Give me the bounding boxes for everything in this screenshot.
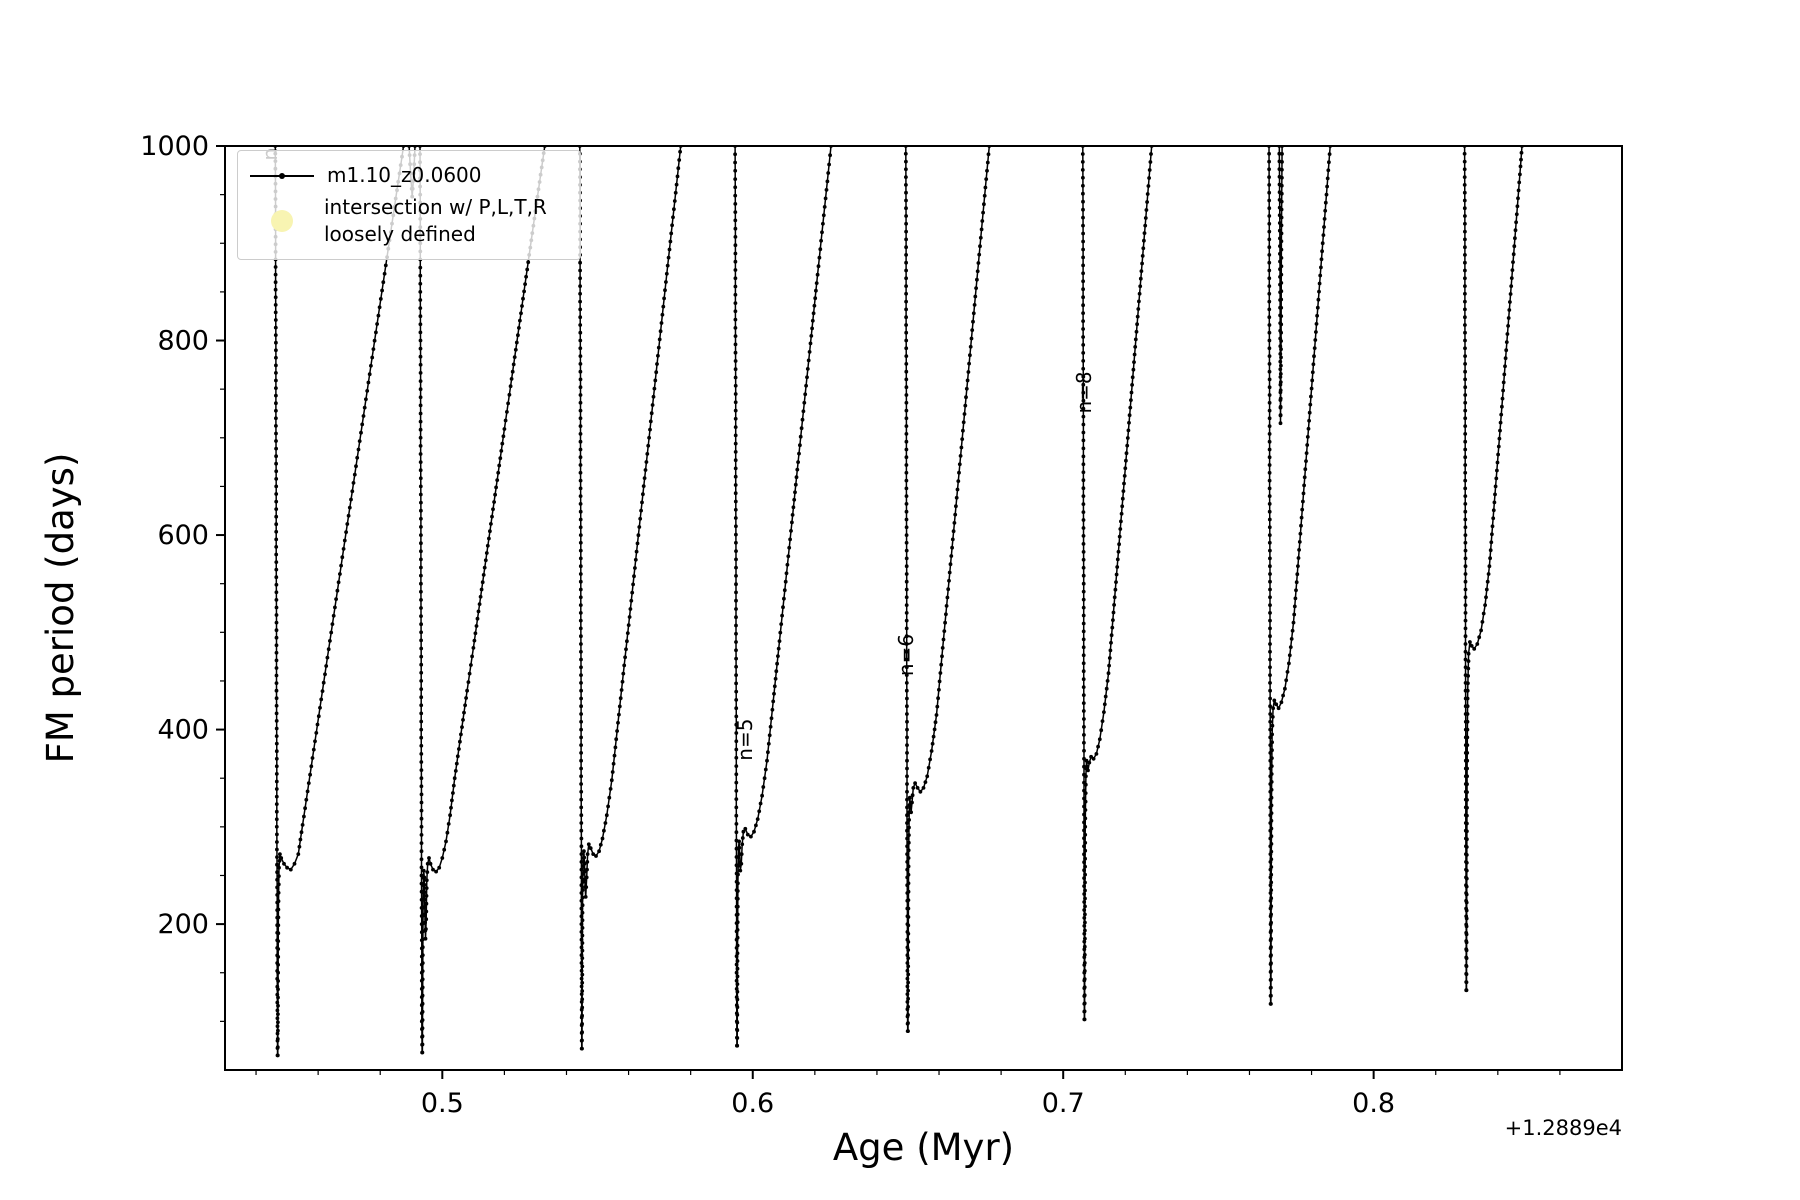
x-axis-offset-label: +1.2889e4	[1504, 1116, 1622, 1140]
svg-text:600: 600	[157, 520, 209, 551]
svg-text:0.8: 0.8	[1352, 1088, 1395, 1119]
svg-text:n=8: n=8	[1072, 371, 1096, 413]
legend-intersection-label-line1: intersection w/ P,L,T,R	[324, 195, 547, 219]
svg-text:1000: 1000	[140, 131, 209, 162]
svg-text:n=5: n=5	[733, 719, 757, 761]
dot-marker-icon	[279, 172, 285, 179]
svg-text:400: 400	[157, 715, 209, 746]
svg-text:200: 200	[157, 909, 209, 940]
svg-text:n=6: n=6	[894, 634, 918, 676]
legend-entry-intersection: intersection w/ P,L,T,R loosely defined	[250, 194, 568, 248]
intersection-dot-icon	[271, 210, 293, 232]
svg-text:0.6: 0.6	[731, 1088, 774, 1119]
legend: m1.10_z0.0600 intersection w/ P,L,T,R lo…	[237, 150, 581, 260]
legend-intersection-label-line2: loosely defined	[324, 222, 476, 246]
svg-text:0.5: 0.5	[421, 1088, 464, 1119]
legend-intersection-label: intersection w/ P,L,T,R loosely defined	[324, 194, 547, 248]
svg-text:0.7: 0.7	[1042, 1088, 1085, 1119]
svg-text:800: 800	[157, 326, 209, 357]
y-axis-label: FM period (days)	[39, 452, 82, 764]
line-marker-icon	[250, 172, 314, 179]
legend-entry-track: m1.10_z0.0600	[250, 162, 568, 189]
legend-series-label: m1.10_z0.0600	[327, 163, 482, 187]
x-axis-label: Age (Myr)	[832, 1126, 1015, 1169]
